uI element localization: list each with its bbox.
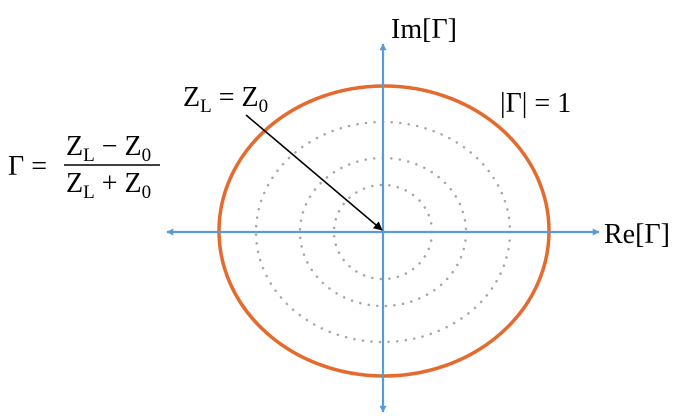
match-arrow <box>245 114 383 231</box>
real-axis-label: Re[Γ] <box>604 219 670 250</box>
match-condition-label: ZL = Z0 <box>183 82 268 117</box>
formula-numerator: ZL − Z0 <box>66 131 151 166</box>
formula-denominator: ZL + Z0 <box>66 168 151 203</box>
unit-circle-label: |Γ| = 1 <box>500 88 571 119</box>
imag-axis-label: Im[Γ] <box>391 14 457 45</box>
formula-lhs: Γ = <box>8 151 47 182</box>
reflection-formula: Γ = ZL − Z0 ZL + Z0 <box>8 131 160 203</box>
